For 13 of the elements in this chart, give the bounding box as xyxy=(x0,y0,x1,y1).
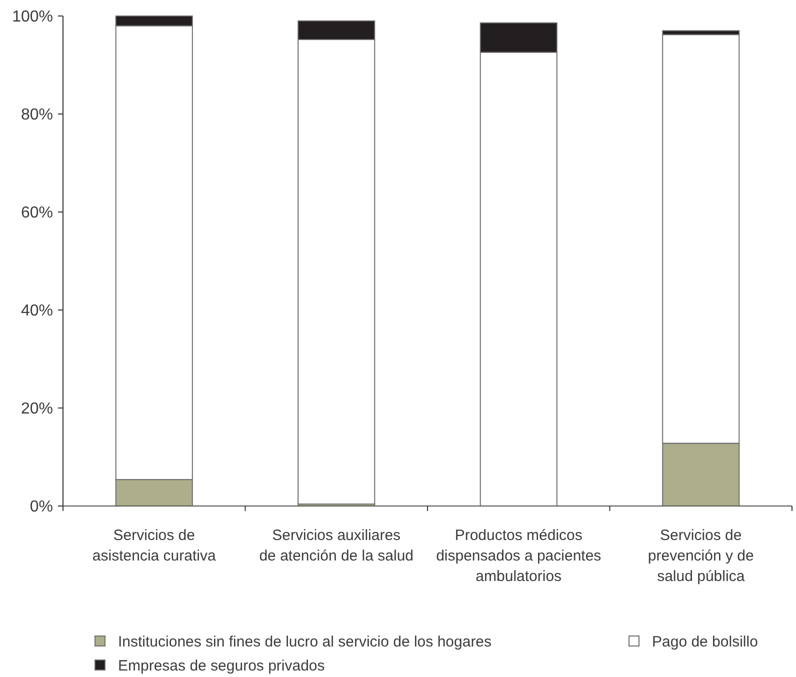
y-tick-label: 0% xyxy=(30,498,53,516)
y-tick-label: 60% xyxy=(20,204,53,222)
x-tick-label: Productos médicos dispensados a pacientes ambulatorios xyxy=(436,527,602,585)
legend-label: Empresas de seguros privados xyxy=(118,657,325,674)
x-tick-label: Servicios auxiliares de atención de la salud xyxy=(259,527,414,564)
y-tick-label: 100% xyxy=(12,8,53,26)
legend-label: Instituciones sin fines de lucro al servicio de los hogares xyxy=(118,633,492,650)
y-tick-label: 20% xyxy=(20,400,53,418)
legend-label: Pago de bolsillo xyxy=(652,633,758,650)
x-tick-label: Servicios de prevención y de salud pública xyxy=(648,527,754,585)
y-tick-label: 40% xyxy=(20,302,53,320)
x-tick-label: Servicios de asistencia curativa xyxy=(92,527,216,564)
y-tick-label: 80% xyxy=(20,106,53,124)
